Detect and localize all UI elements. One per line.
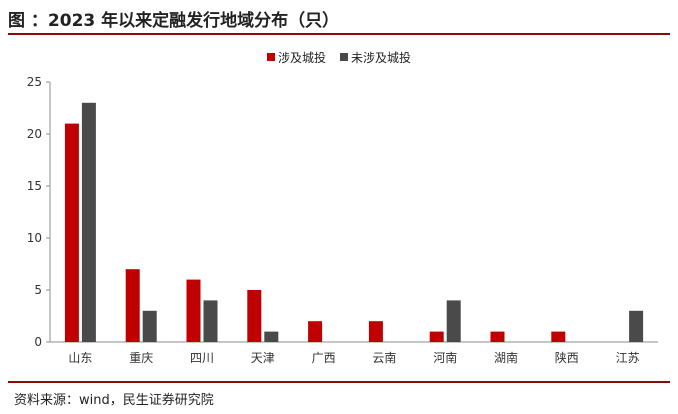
- bar-series-1: [308, 321, 323, 342]
- bar-series-1: [551, 331, 566, 342]
- source-note: 资料来源：wind，民生证券研究院: [14, 393, 214, 408]
- legend-item-series-1: 涉及城投: [266, 49, 326, 66]
- x-tick-label: 天津: [251, 351, 275, 365]
- y-tick-label: 15: [27, 179, 42, 193]
- bar-series-2: [81, 102, 96, 342]
- legend-label-series-1: 涉及城投: [277, 50, 326, 65]
- x-tick-label: 四川: [190, 351, 214, 365]
- legend-swatch-series-1: [266, 53, 275, 61]
- bar-series-1: [247, 290, 262, 342]
- x-tick-label: 山东: [68, 351, 92, 365]
- x-tick-label: 陕西: [555, 350, 579, 365]
- x-tick-label: 云南: [372, 350, 396, 365]
- bar-series-2: [203, 300, 218, 342]
- figure-title: 图 ：2023 年以来定融发行地域分布（只）: [8, 11, 340, 31]
- title-divider: [8, 33, 670, 35]
- bar-series-2: [446, 300, 461, 342]
- chart-legend: 涉及城投 未涉及城投: [0, 48, 678, 66]
- legend-item-series-2: 未涉及城投: [340, 49, 411, 66]
- x-tick-label: 河南: [433, 350, 457, 365]
- x-tick-label: 广西: [312, 351, 336, 365]
- bar-chart: 0 5 10 15 20 25 山东 重庆 四川 天津 广西 云南 河南 湖南 陕西 江苏: [27, 75, 658, 365]
- bar-series-1: [490, 331, 505, 342]
- bar-series-2: [142, 310, 157, 342]
- y-tick-label: 5: [34, 283, 42, 297]
- y-tick-label: 0: [34, 335, 42, 349]
- x-tick-label: 湖南: [494, 350, 518, 365]
- bar-series-1: [125, 269, 140, 342]
- bar-series-1: [186, 279, 201, 342]
- bar-series-1: [429, 331, 444, 342]
- bar-series-2: [264, 331, 279, 342]
- legend-label-series-2: 未涉及城投: [351, 50, 412, 65]
- y-tick-label: 20: [27, 127, 42, 141]
- bar-series-1: [368, 321, 383, 342]
- bar-series-1: [64, 123, 79, 342]
- y-tick-label: 10: [27, 231, 42, 245]
- x-tick-label: 江苏: [616, 351, 640, 365]
- legend-swatch-series-2: [340, 53, 348, 61]
- x-tick-label: 重庆: [129, 351, 153, 365]
- bottom-divider: [8, 381, 670, 383]
- bar-series-2: [629, 310, 644, 342]
- y-tick-label: 25: [27, 75, 42, 89]
